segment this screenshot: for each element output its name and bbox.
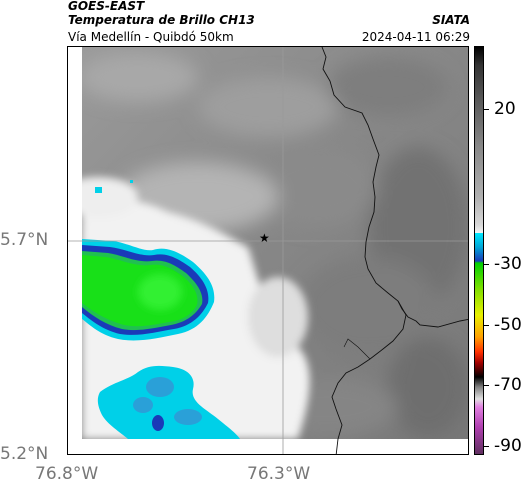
cloud-speck: [130, 180, 133, 183]
lat-label: 5.7°N: [0, 230, 49, 250]
colorbar-label: -30: [494, 254, 522, 274]
organization-label: SIATA: [432, 13, 470, 27]
no-data-area: [68, 439, 468, 454]
colorbar-tick: [484, 446, 489, 447]
storm-cell-north: [82, 239, 215, 341]
colorbar-tick: [484, 385, 489, 386]
map-canvas: [68, 47, 468, 454]
colorbar-tick: [484, 109, 489, 110]
colorbar-label: -50: [494, 315, 522, 335]
department-border: [331, 300, 407, 454]
lat-label: 5.2°N: [0, 444, 49, 464]
star-icon[interactable]: ★: [259, 231, 270, 245]
satellite-map[interactable]: ★: [67, 46, 469, 455]
storm-cell-south: [97, 365, 240, 439]
department-border: [321, 47, 468, 328]
colorbar-label: -70: [494, 375, 522, 395]
brand-title: GOES-EAST: [68, 0, 145, 13]
colorbar: [474, 46, 484, 455]
no-data-area: [68, 47, 82, 454]
colorbar-tick: [484, 264, 489, 265]
river-line: [343, 338, 371, 360]
product-title: Temperatura de Brillo CH13: [68, 13, 255, 27]
colorbar-label: 20: [494, 99, 516, 119]
region-subtitle: Vía Medellín - Quibdó 50km: [68, 30, 234, 44]
cloud-speck: [95, 187, 102, 193]
colorbar-label: -90: [494, 436, 522, 456]
lon-label: 76.8°W: [35, 464, 99, 484]
colorbar-tick: [484, 325, 489, 326]
timestamp-label: 2024-04-11 06:29: [361, 30, 470, 44]
lon-label: 76.3°W: [247, 464, 311, 484]
